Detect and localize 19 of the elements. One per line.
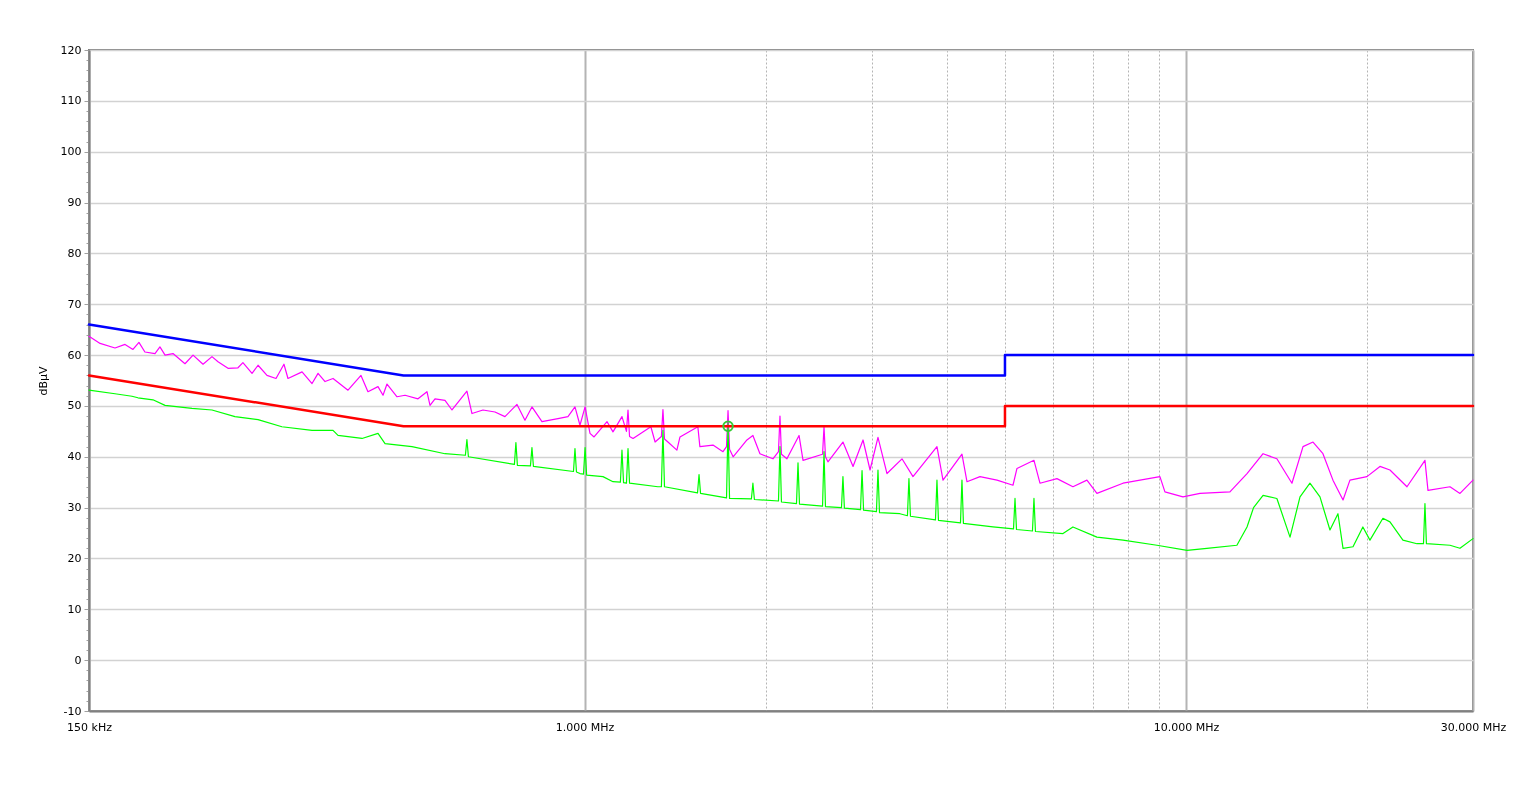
y-tick-label: 40 (67, 450, 82, 464)
y-tick-label: 90 (67, 196, 82, 210)
y-axis-title: dBµV (36, 366, 50, 396)
y-tick-label: 10 (67, 602, 82, 616)
y-tick-label: 80 (67, 246, 82, 260)
y-tick-label: 20 (67, 551, 82, 565)
y-tick-label: 0 (74, 653, 82, 667)
y-tick-label: 110 (60, 94, 82, 108)
x-tick-label: 150 kHz (67, 720, 113, 734)
y-tick-label: 120 (60, 43, 82, 57)
y-tick-label: 100 (60, 145, 82, 159)
x-tick-label: 10.000 MHz (1153, 720, 1220, 734)
x-tick-label: 30.000 MHz (1440, 720, 1507, 734)
y-tick-label: 30 (67, 501, 82, 515)
y-tick-label: 50 (67, 399, 82, 413)
x-tick-label: 1.000 MHz (555, 720, 615, 734)
y-tick-label: 70 (67, 297, 82, 311)
y-tick-label: 60 (67, 348, 82, 362)
y-tick-label: -10 (63, 704, 82, 718)
